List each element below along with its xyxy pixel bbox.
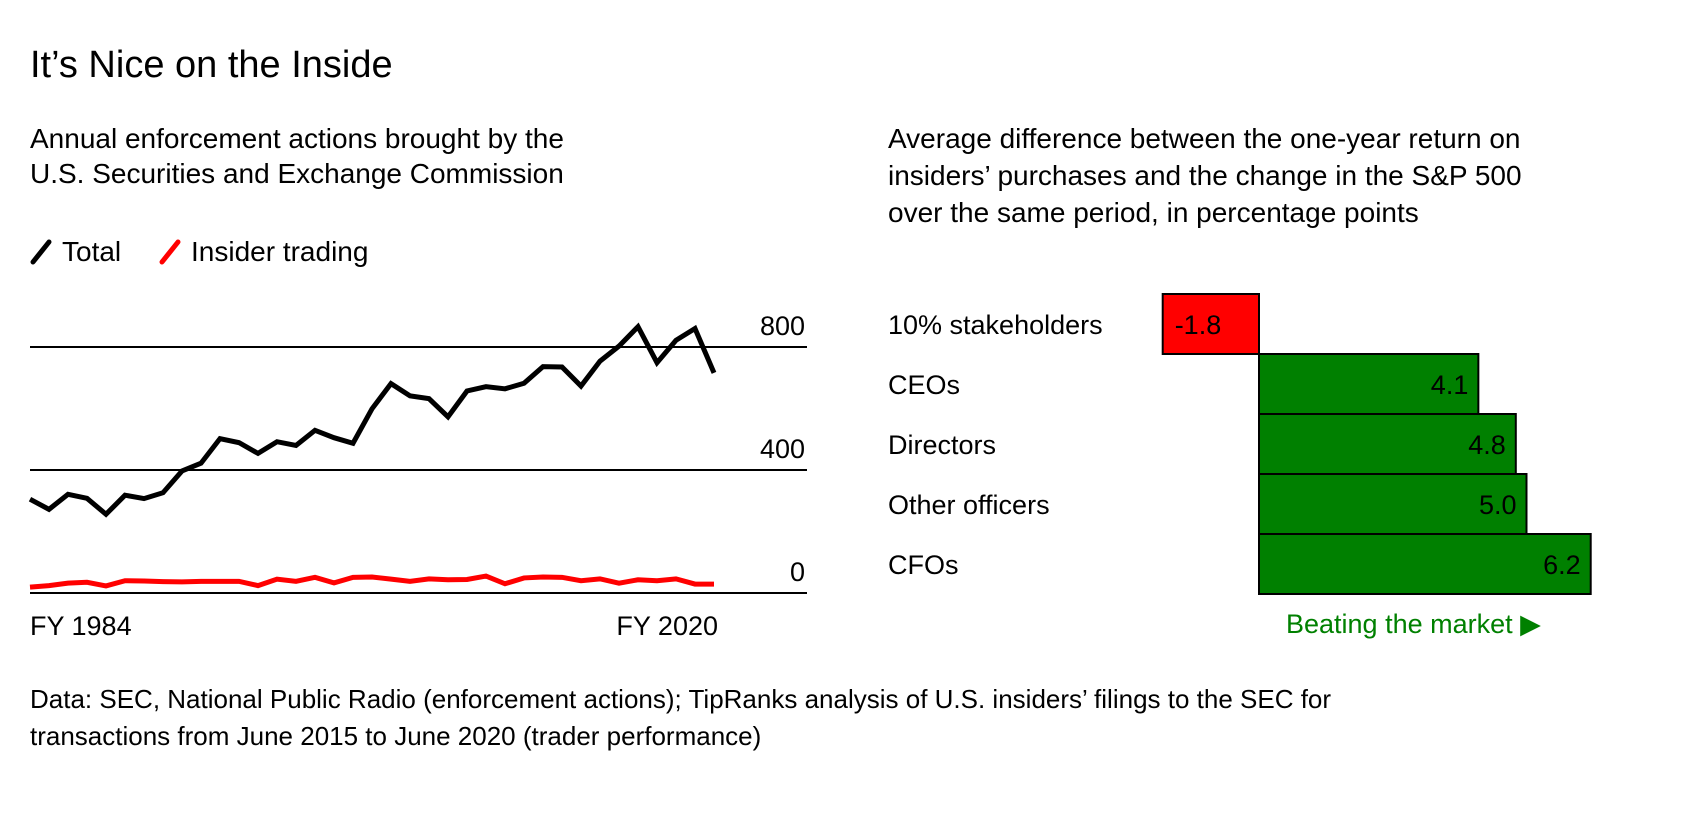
bars: 10% stakeholders -1.8 CEOs 4.1 Directors 4.8 O… — [888, 293, 1592, 595]
line-chart-subtitle-1: Annual enforcement actions brought by th… — [30, 123, 564, 154]
line-chart-subtitle-2: U.S. Securities and Exchange Commission — [30, 158, 564, 189]
value-label-4: 6.2 — [1543, 550, 1581, 580]
footer-source-2: transactions from June 2015 to June 2020… — [30, 721, 761, 751]
value-label-2: 4.8 — [1468, 430, 1506, 460]
bar-0 — [1161, 293, 1260, 355]
y-tick-label-0: 0 — [790, 557, 805, 587]
bar-annotation: Beating the market ▶ — [1286, 609, 1541, 639]
bar-chart: Average difference between the one-year … — [888, 123, 1592, 639]
value-label-1: 4.1 — [1431, 370, 1469, 400]
footer-source-1: Data: SEC, National Public Radio (enforc… — [30, 684, 1331, 714]
category-label-1: CEOs — [888, 370, 960, 400]
legend-label-insider-trading: Insider trading — [191, 236, 368, 267]
legend-swatch-total — [30, 239, 52, 265]
x-tick-label-end: FY 2020 — [616, 611, 718, 641]
line-chart: Annual enforcement actions brought by th… — [28, 123, 807, 641]
value-label-0: -1.8 — [1175, 310, 1222, 340]
chart-title: It’s Nice on the Inside — [30, 44, 393, 86]
series-line-insider-trading — [29, 573, 714, 590]
y-tick-label-800: 800 — [760, 311, 805, 341]
x-tick-label-start: FY 1984 — [30, 611, 132, 641]
legend-swatch-insider-trading — [159, 239, 181, 265]
category-label-4: CFOs — [888, 550, 959, 580]
gridlines: 0 400 800 — [30, 311, 807, 594]
series-lines — [28, 322, 717, 590]
bar-1 — [1258, 353, 1480, 415]
bar-chart-subtitle-2: insiders’ purchases and the change in th… — [888, 160, 1522, 191]
value-label-3: 5.0 — [1479, 490, 1517, 520]
category-label-2: Directors — [888, 430, 996, 460]
bar-chart-subtitle-3: over the same period, in percentage poin… — [888, 197, 1419, 228]
series-line-total — [28, 322, 717, 518]
bar-chart-subtitle-1: Average difference between the one-year … — [888, 123, 1521, 154]
y-tick-label-400: 400 — [760, 434, 805, 464]
bar-4 — [1258, 533, 1592, 595]
category-label-3: Other officers — [888, 490, 1050, 520]
category-label-0: 10% stakeholders — [888, 310, 1103, 340]
bar-2 — [1258, 413, 1517, 475]
legend-label-total: Total — [62, 236, 121, 267]
legend: Total Insider trading — [30, 236, 368, 267]
